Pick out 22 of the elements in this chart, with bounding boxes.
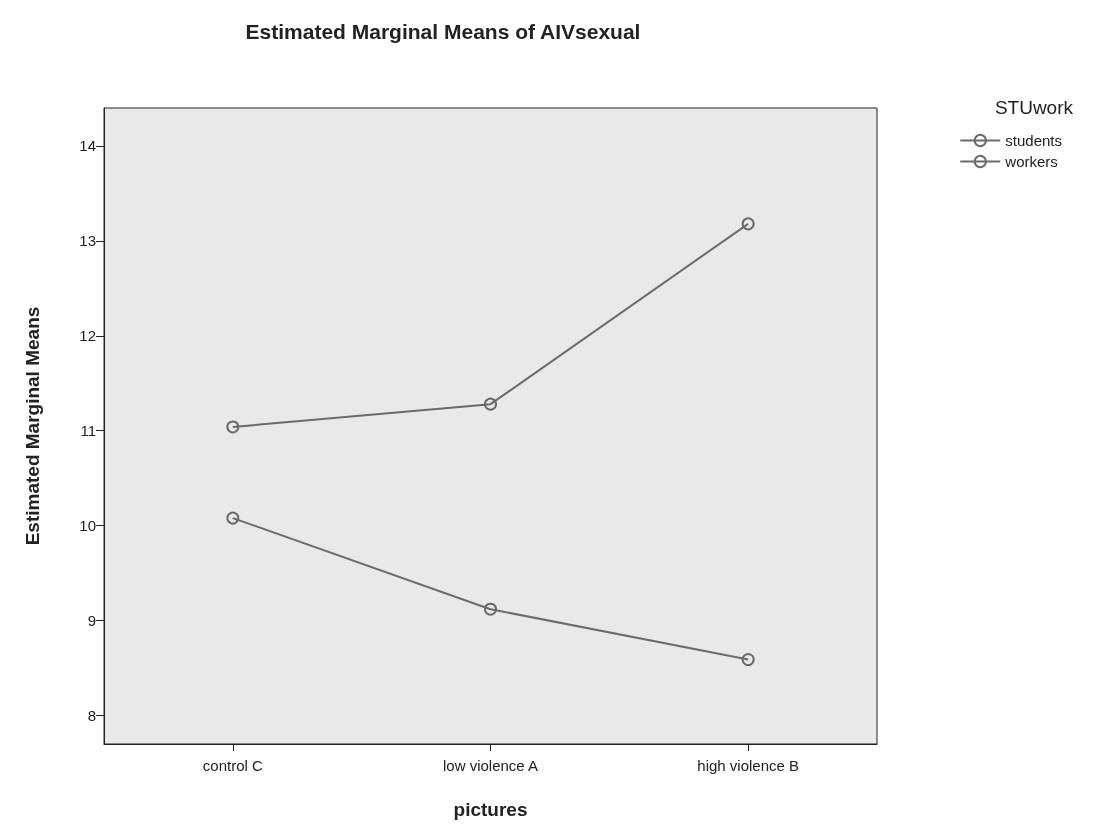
y-tick-label: 13 [79, 232, 96, 250]
y-axis-title: Estimated Marginal Means [22, 306, 43, 546]
y-tick-label: 12 [79, 327, 96, 345]
point [484, 397, 497, 411]
x-tick-label: control C [202, 757, 264, 774]
y-tick-label: 10 [79, 517, 96, 535]
point [741, 653, 755, 667]
y-tick-label: 9 [87, 612, 96, 630]
point [741, 217, 755, 231]
x-tick-label: low violence A [442, 757, 539, 774]
point [484, 602, 497, 616]
legend-label: workers [1004, 153, 1058, 170]
x-axis-title: pictures [453, 799, 528, 820]
x-tick-label: high violence B [697, 757, 800, 774]
y-tick-label: 11 [80, 422, 96, 440]
point [226, 511, 240, 525]
chart-title: Estimated Marginal Means of AIVsexual [245, 20, 641, 43]
point [226, 420, 240, 434]
y-tick-label: 14 [79, 137, 96, 155]
legend-label: students [1005, 132, 1063, 149]
y-tick-label: 8 [87, 707, 96, 725]
legend-title: STUwork [994, 97, 1074, 118]
